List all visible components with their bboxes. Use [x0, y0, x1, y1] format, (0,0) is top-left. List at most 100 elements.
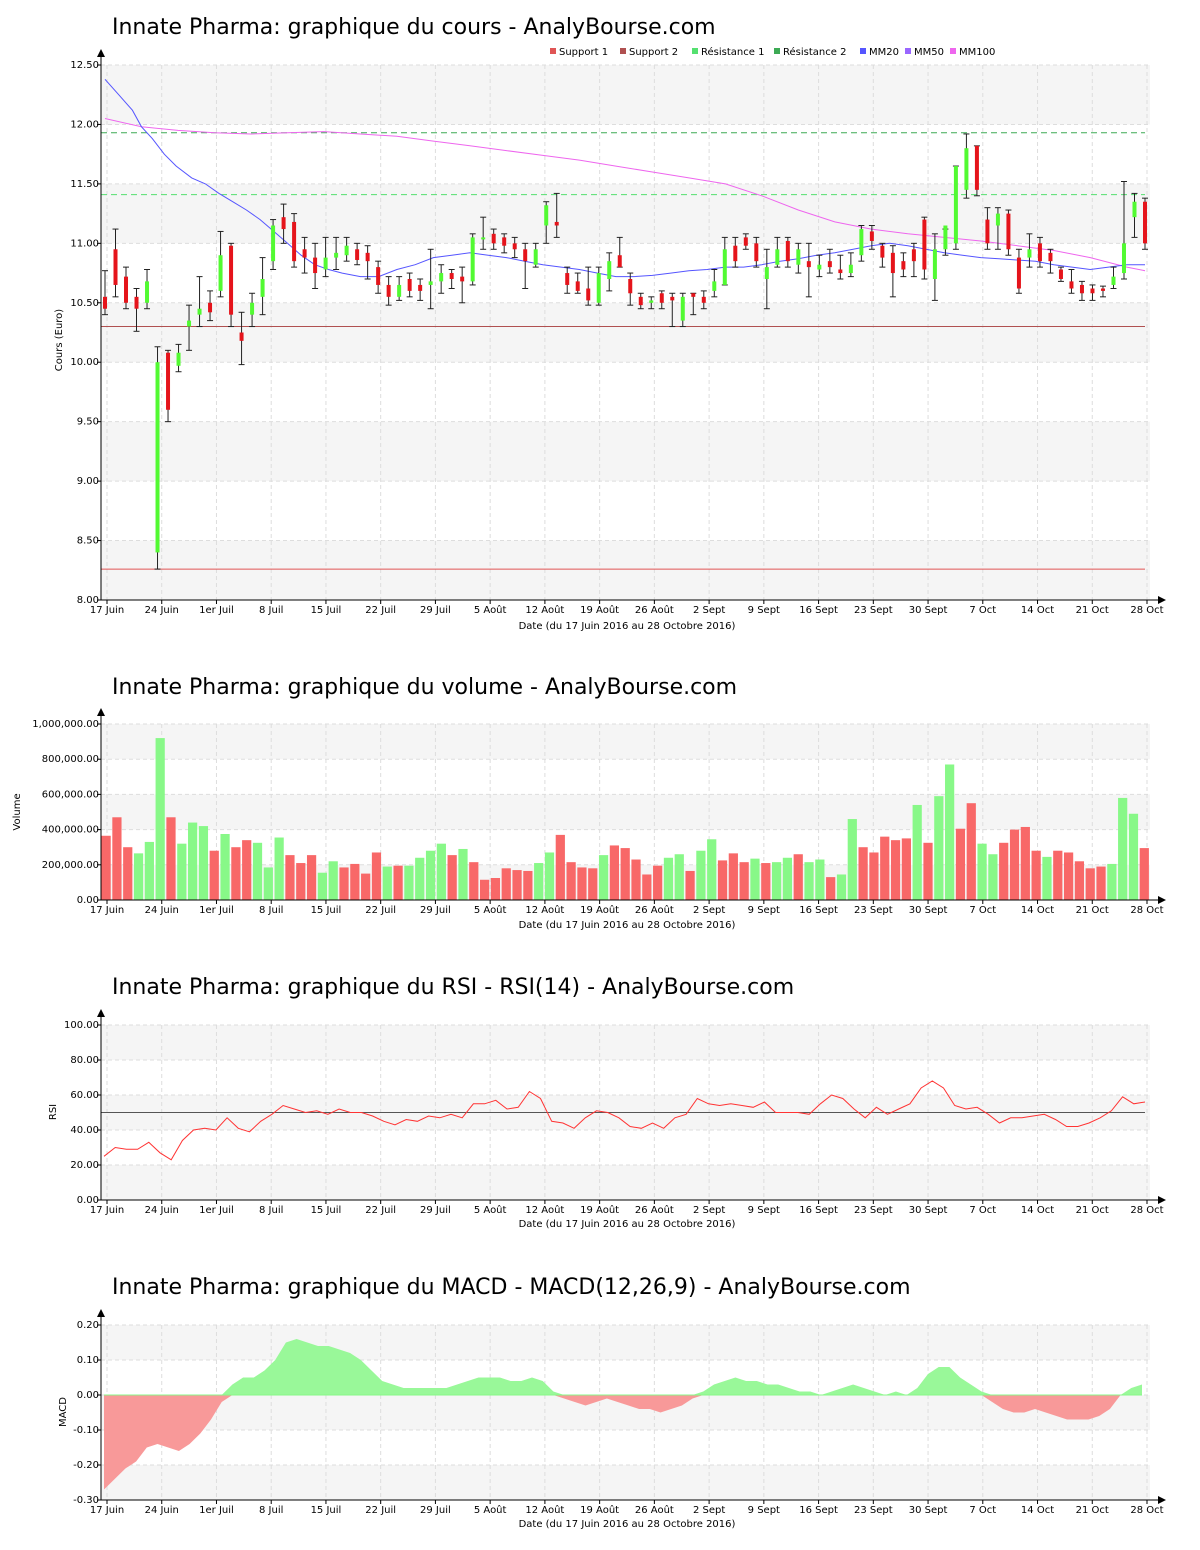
candle-body	[890, 252, 895, 274]
x-tick-label: 7 Oct	[969, 1505, 996, 1516]
x-tick-label: 17 Juin	[90, 905, 124, 916]
x-tick-label: 5 Août	[474, 904, 507, 916]
candle-body	[239, 332, 244, 341]
candle-body	[628, 279, 633, 294]
x-tick-label: 26 Août	[635, 1204, 674, 1216]
candle-body	[407, 279, 412, 291]
candle-body	[418, 284, 423, 291]
y-tick-label: 800,000.00	[42, 754, 99, 765]
volume-bar	[577, 867, 587, 900]
y-tick-label: 80.00	[70, 1055, 99, 1066]
x-axis-arrow	[1158, 1196, 1166, 1204]
volume-bar	[750, 858, 760, 900]
volume-bar	[1128, 813, 1139, 900]
x-tick-label: 8 Juil	[259, 605, 283, 616]
y-axis-arrow	[97, 49, 105, 57]
volume-bar	[685, 870, 695, 900]
volume-bar	[782, 857, 793, 900]
volume-bar	[436, 843, 446, 900]
volume-bar	[1096, 866, 1106, 900]
candle-body	[323, 257, 328, 270]
candle-body	[775, 249, 780, 265]
volume-bar	[296, 863, 306, 900]
volume-bar	[988, 854, 998, 900]
candle-body	[1058, 269, 1063, 279]
legend-swatch	[860, 48, 866, 54]
grid-band	[101, 794, 1150, 830]
volume-bar	[469, 862, 479, 900]
volume-bar	[1031, 850, 1041, 900]
candle-body	[901, 261, 906, 270]
grid-band	[101, 724, 1150, 760]
grid-band	[101, 1465, 1150, 1500]
y-axis-arrow	[97, 708, 105, 716]
volume-bar	[1074, 861, 1085, 900]
volume-bar	[696, 850, 706, 900]
x-tick-label: 14 Oct	[1021, 1505, 1054, 1516]
macd-y-axis-label: MACD	[58, 1397, 69, 1427]
candle-body	[806, 261, 811, 268]
x-tick-label: 19 Août	[580, 1204, 619, 1216]
volume-bar	[609, 845, 619, 900]
volume-bar	[112, 817, 122, 900]
macd-chart-title: Innate Pharma: graphique du MACD - MACD(…	[112, 1275, 911, 1300]
volume-bar	[242, 840, 252, 900]
grid-band	[101, 183, 1150, 244]
volume-bar	[934, 796, 944, 900]
candle-body	[166, 352, 171, 410]
candle-body	[754, 243, 759, 262]
volume-bar	[415, 857, 425, 900]
candle-body	[155, 362, 160, 553]
x-tick-label: 5 Août	[474, 1504, 507, 1516]
y-tick-label: 10.50	[70, 298, 99, 309]
candle-body	[260, 279, 265, 297]
candle-body	[817, 264, 822, 270]
volume-bar	[890, 840, 901, 900]
x-tick-label: 23 Sept	[854, 1205, 893, 1216]
candle-body	[302, 249, 307, 258]
legend-label: Support 1	[559, 47, 608, 58]
volume-bar	[1118, 797, 1128, 900]
volume-bar	[544, 852, 555, 900]
volume-bar	[880, 836, 890, 900]
legend-label: MM100	[959, 47, 995, 58]
volume-bar	[598, 855, 609, 900]
x-tick-label: 1er Juil	[199, 1505, 234, 1516]
candle-body	[680, 296, 685, 321]
candle-body	[103, 296, 107, 309]
x-tick-label: 22 Juil	[365, 605, 396, 616]
volume-bar	[177, 843, 187, 900]
volume-bar	[1139, 848, 1149, 900]
y-tick-label: 10.00	[70, 357, 99, 368]
candle-body	[575, 281, 580, 291]
volume-x-axis-label: Date (du 17 Juin 2016 au 28 Octobre 2016…	[519, 920, 736, 931]
y-tick-label: 200,000.00	[42, 860, 99, 871]
volume-bar	[220, 834, 230, 900]
x-axis-arrow	[1158, 1496, 1166, 1504]
candle-body	[1079, 284, 1084, 294]
candle-body	[250, 302, 255, 315]
volume-bar	[285, 855, 295, 900]
y-tick-label: 8.00	[77, 595, 99, 606]
x-tick-label: 14 Oct	[1021, 605, 1054, 616]
x-tick-label: 29 Juil	[420, 1505, 451, 1516]
x-tick-label: 28 Oct	[1130, 1505, 1163, 1516]
x-tick-label: 9 Sept	[748, 605, 780, 616]
candle-body	[1100, 288, 1105, 291]
volume-bar	[663, 857, 674, 900]
grid-band	[101, 1165, 1150, 1200]
candle-body	[607, 261, 612, 279]
candle-body	[995, 213, 1000, 226]
x-tick-label: 22 Juil	[365, 905, 396, 916]
candle-body	[1143, 201, 1147, 244]
volume-bar	[1020, 826, 1030, 900]
candle-body	[712, 281, 717, 291]
volume-bar	[836, 874, 847, 900]
y-tick-label: 60.00	[70, 1090, 99, 1101]
x-tick-label: 1er Juil	[199, 605, 234, 616]
y-tick-label: 40.00	[70, 1125, 99, 1136]
candle-body	[554, 221, 559, 226]
candle-body	[218, 255, 223, 291]
candle-body	[271, 225, 276, 262]
x-tick-label: 24 Juin	[145, 605, 179, 616]
